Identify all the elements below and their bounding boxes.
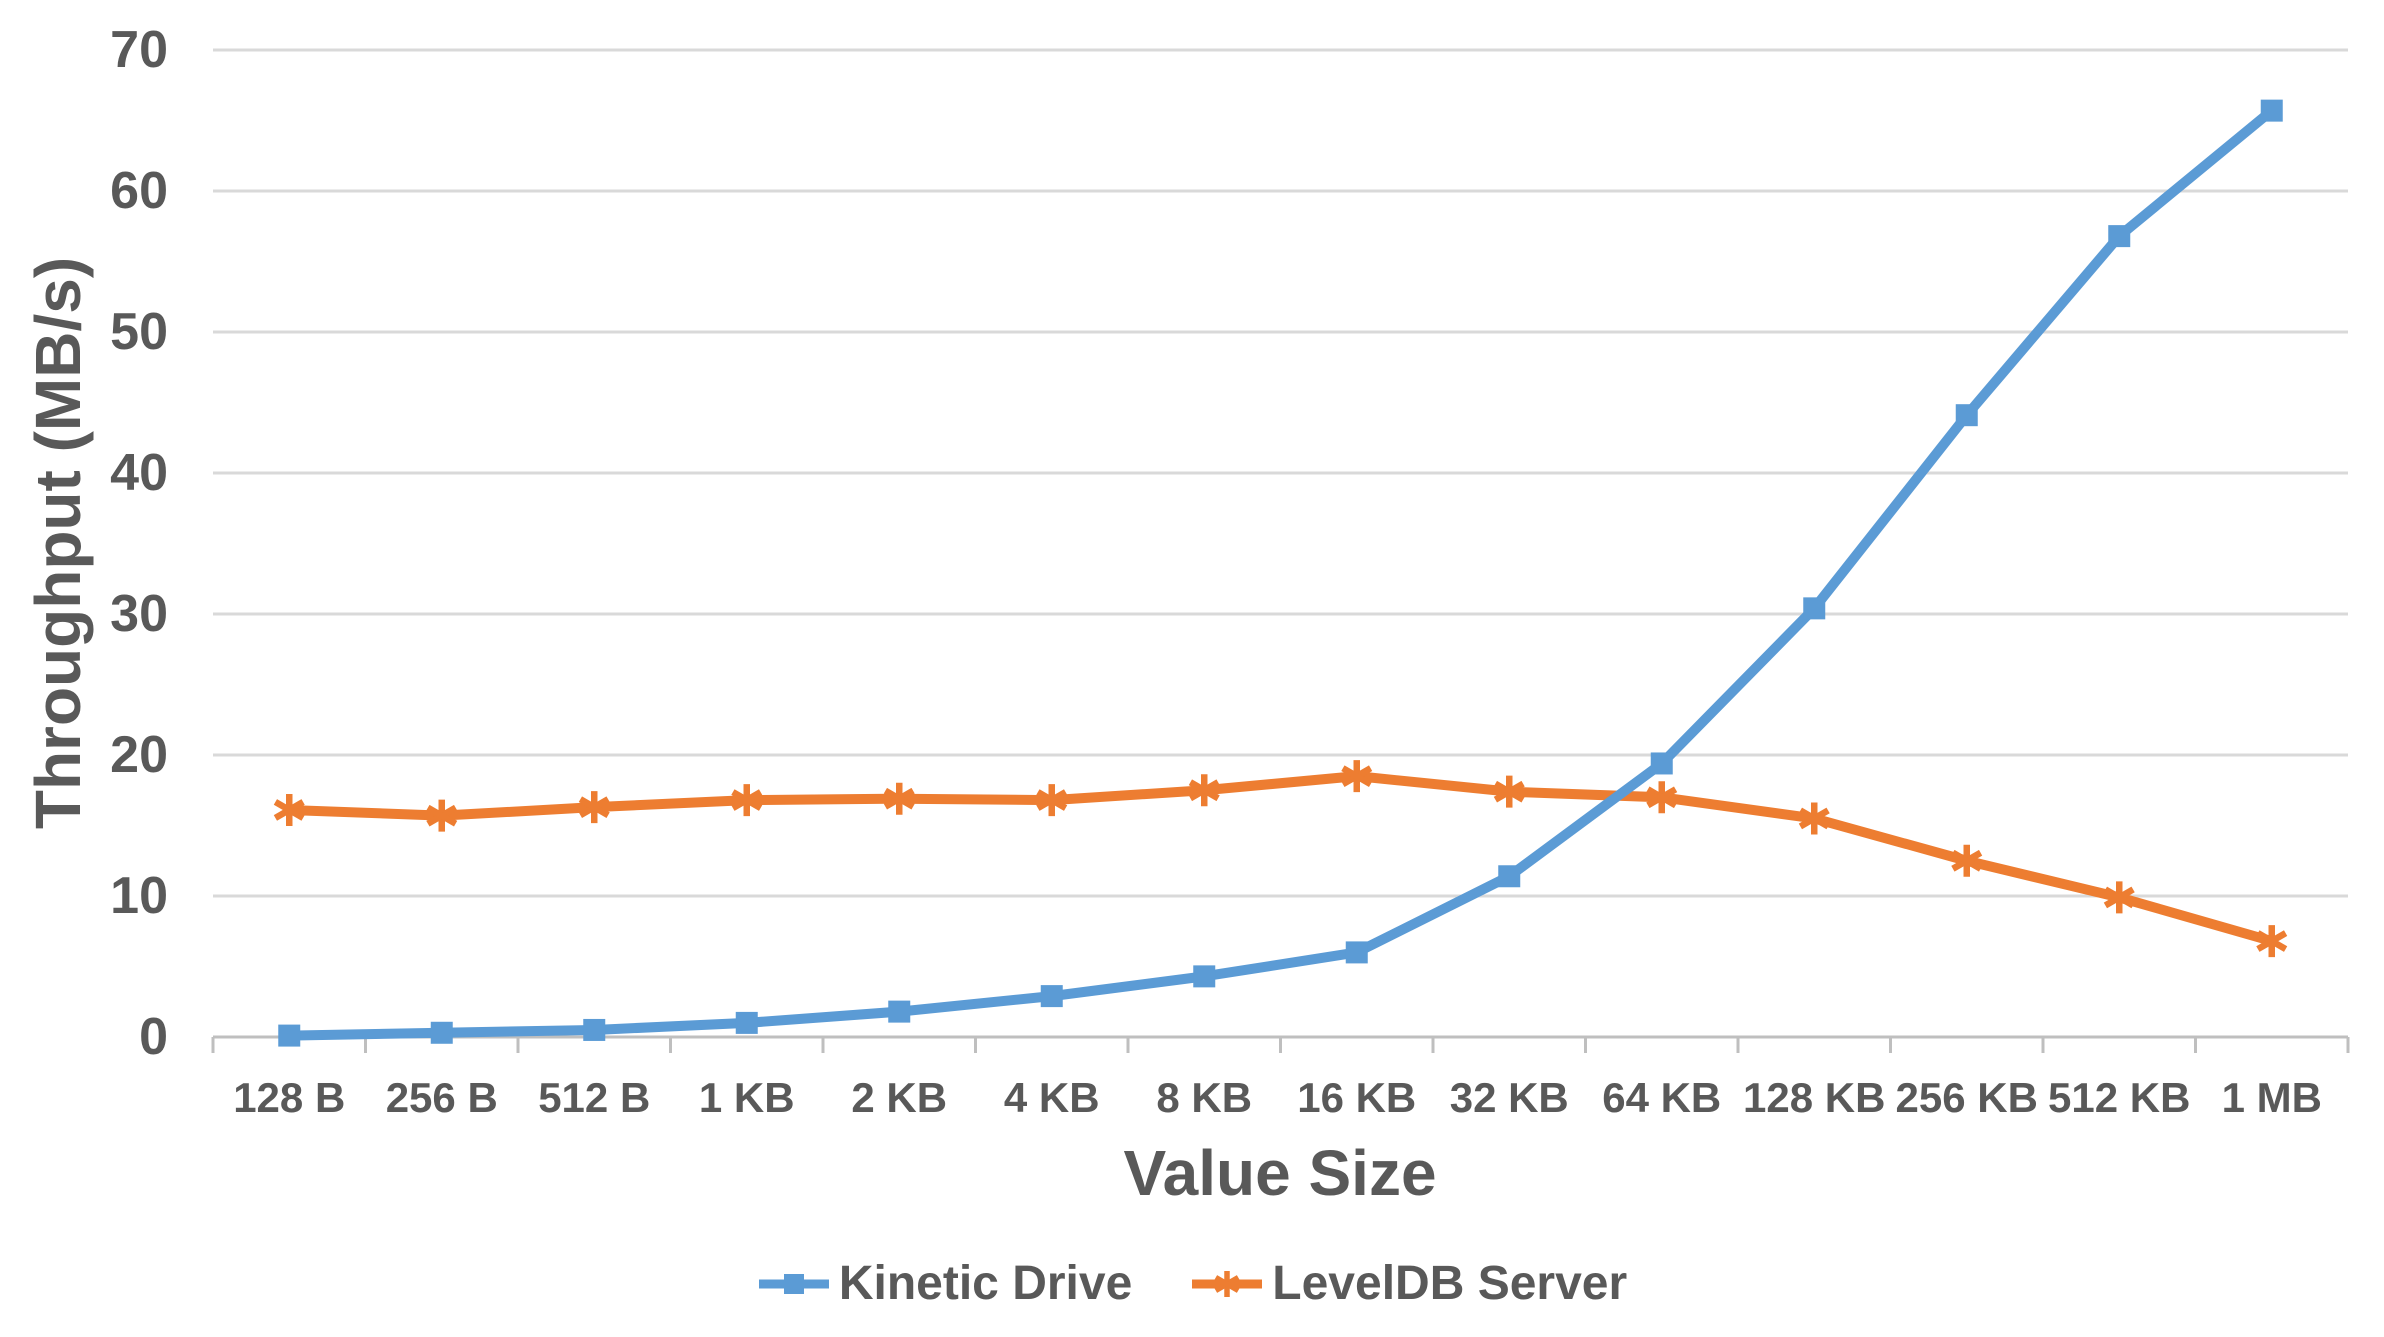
y-axis-title: Throughput (MB/s) <box>22 257 94 829</box>
y-tick-label-10: 10 <box>110 867 168 925</box>
legend: Kinetic Drive LevelDB Server <box>0 1252 2384 1316</box>
kinetic-drive-point-128-b <box>278 1024 301 1047</box>
kinetic-drive-point-1-mb <box>2260 99 2283 122</box>
x-tick-label-32-kb: 32 KB <box>1450 1074 1569 1121</box>
y-tick-label-0: 0 <box>139 1008 168 1066</box>
series-layer <box>273 99 2288 1047</box>
leveldb-server-point-4-kb <box>1036 784 1068 817</box>
y-tick-label-20: 20 <box>110 726 168 784</box>
leveldb-server-point-16-kb <box>1341 760 1373 793</box>
tick-label-layer: 0 10 20 30 40 50 60 70 128 B 256 B 512 B 1 KB 2 KB 4 … <box>110 21 2322 1121</box>
leveldb-server-point-1-mb <box>2256 925 2288 958</box>
kinetic-drive-point-256-kb <box>1955 404 1978 427</box>
leveldb-server-point-32-kb <box>1493 775 1525 808</box>
leveldb-server-point-1-kb <box>731 784 763 817</box>
kinetic-drive-point-4-kb <box>1040 985 1063 1008</box>
kinetic-drive-line <box>284 105 2277 1041</box>
kinetic-drive-point-2-kb <box>888 1000 911 1023</box>
y-tick-label-50: 50 <box>110 303 168 361</box>
leveldb-server-legend-asterisk <box>1214 1271 1240 1297</box>
kinetic-drive-point-8-kb <box>1193 965 1216 988</box>
x-tick-label-256-kb: 256 KB <box>1896 1074 2038 1121</box>
leveldb-server-point-128-kb <box>1798 802 1830 835</box>
legend-label-leveldb-server: LevelDB Server <box>1272 1257 1628 1310</box>
x-axis-title: Value Size <box>1123 1137 1436 1209</box>
x-tick-label-256-b: 256 B <box>386 1074 498 1121</box>
y-tick-label-60: 60 <box>110 162 168 220</box>
x-tick-label-128-b: 128 B <box>233 1074 345 1121</box>
kinetic-drive-point-512-b <box>583 1018 606 1041</box>
leveldb-server-point-512-b <box>578 791 610 824</box>
leveldb-server-legend-marker-icon <box>1192 1271 1263 1297</box>
kinetic-drive-point-512-kb <box>2108 225 2131 248</box>
leveldb-server-point-256-kb <box>1951 844 1983 877</box>
kinetic-drive-legend-marker-icon <box>758 1274 829 1294</box>
kinetic-drive-point-64-kb <box>1650 752 1673 775</box>
leveldb-server-point-8-kb <box>1188 774 1220 807</box>
grid-layer <box>211 48 2350 1053</box>
kinetic-drive-point-16-kb <box>1345 941 1368 964</box>
x-tick-label-1-mb: 1 MB <box>2222 1074 2322 1121</box>
x-tick-label-2-kb: 2 KB <box>851 1074 947 1121</box>
legend-item-kinetic-drive: Kinetic Drive <box>757 1260 1132 1308</box>
leveldb-server-point-128-b <box>273 793 305 826</box>
x-tick-label-16-kb: 16 KB <box>1297 1074 1416 1121</box>
y-tick-label-70: 70 <box>110 21 168 79</box>
x-tick-label-512-b: 512 B <box>538 1074 650 1121</box>
legend-item-leveldb-server: LevelDB Server <box>1190 1260 1627 1308</box>
leveldb-server-point-256-b <box>426 799 458 832</box>
kinetic-drive-point-256-b <box>430 1021 453 1044</box>
leveldb-server-line <box>284 771 2277 947</box>
leveldb-server-point-2-kb <box>883 782 915 815</box>
x-tick-label-4-kb: 4 KB <box>1004 1074 1100 1121</box>
y-tick-label-40: 40 <box>110 444 168 502</box>
x-tick-label-512-kb: 512 KB <box>2048 1074 2190 1121</box>
x-tick-label-64-kb: 64 KB <box>1602 1074 1721 1121</box>
x-tick-label-1-kb: 1 KB <box>699 1074 795 1121</box>
leveldb-server-point-64-kb <box>1646 781 1678 814</box>
kinetic-drive-point-128-kb <box>1803 597 1826 620</box>
legend-label-kinetic-drive: Kinetic Drive <box>838 1257 1133 1310</box>
kinetic-drive-point-32-kb <box>1498 865 1521 888</box>
leveldb-server-point-512-kb <box>2103 881 2135 914</box>
kinetic-drive-point-1-kb <box>735 1011 758 1034</box>
x-tick-label-8-kb: 8 KB <box>1156 1074 1252 1121</box>
y-tick-label-30: 30 <box>110 585 168 643</box>
x-tick-label-128-kb: 128 KB <box>1743 1074 1885 1121</box>
